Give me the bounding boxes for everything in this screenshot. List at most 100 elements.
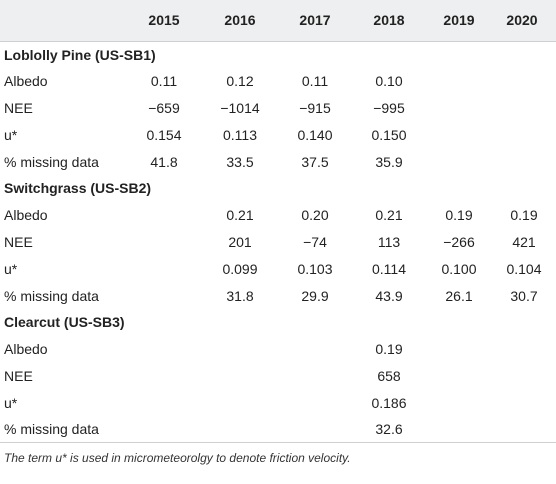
- table-row: Albedo 0.11 0.12 0.11 0.10: [0, 68, 556, 95]
- table-cell: 31.8: [226, 287, 254, 304]
- header-year-cell: 2016: [202, 0, 278, 42]
- section-title: Switchgrass (US-SB2): [4, 180, 152, 197]
- table-cell: 0.099: [222, 260, 258, 277]
- table-cell: [492, 416, 556, 444]
- row-label: Albedo: [4, 207, 48, 224]
- table-cell: [278, 363, 352, 390]
- table-cell: [426, 416, 492, 444]
- table-cell: [426, 68, 492, 95]
- table-cell: 201: [228, 233, 252, 250]
- table-row: NEE 658: [0, 363, 556, 390]
- section-header-row: Loblolly Pine (US-SB1): [0, 41, 556, 68]
- table-cell: [126, 336, 202, 363]
- table-cell: 0.11: [301, 73, 329, 90]
- table-cell: [126, 202, 202, 229]
- table-cell: [126, 255, 202, 282]
- table-row: % missing data 32.6: [0, 416, 556, 444]
- table-cell: −266: [443, 233, 475, 250]
- table-cell: [492, 148, 556, 175]
- table-cell: 0.114: [372, 260, 406, 277]
- table-cell: [426, 121, 492, 148]
- table-cell: 0.19: [510, 207, 538, 224]
- table-cell: [426, 148, 492, 175]
- table-cell: [126, 282, 202, 309]
- table-row: % missing data 41.8 33.5 37.5 35.9: [0, 148, 556, 175]
- section-title: Clearcut (US-SB3): [4, 314, 125, 331]
- header-year-cell: 2018: [352, 0, 426, 42]
- table-body: Loblolly Pine (US-SB1) Albedo 0.11 0.12 0.11…: [0, 41, 556, 444]
- row-label: NEE: [4, 367, 33, 384]
- table-cell: [278, 336, 352, 363]
- table-row: u* 0.154 0.113 0.140 0.150: [0, 121, 556, 148]
- table-cell: 0.113: [223, 126, 257, 143]
- table-cell: −74: [303, 233, 327, 250]
- table-footnote: The term u* is used in micrometeorolgy t…: [4, 451, 351, 465]
- table-cell: 0.140: [297, 126, 333, 143]
- table-cell: 0.20: [301, 207, 329, 224]
- table-cell: 0.21: [375, 207, 403, 224]
- table-cell: [202, 416, 278, 444]
- table-cell: 0.104: [506, 260, 542, 277]
- table-cell: [492, 68, 556, 95]
- table-cell: [202, 363, 278, 390]
- table-cell: [492, 389, 556, 416]
- table-cell: 0.186: [371, 394, 407, 411]
- table-cell: 0.154: [146, 126, 182, 143]
- table-cell: 113: [377, 233, 401, 250]
- table-row: Albedo 0.19: [0, 336, 556, 363]
- table-cell: 0.11: [150, 73, 178, 90]
- table-cell: [426, 389, 492, 416]
- header-row: 2015 2016 2017 2018 2019 2020: [0, 0, 556, 42]
- table-cell: 0.19: [445, 207, 473, 224]
- table-cell: [426, 95, 492, 122]
- row-label: u*: [4, 260, 18, 277]
- table-cell: [126, 229, 202, 256]
- table-cell: −995: [373, 99, 405, 116]
- table-cell: [492, 363, 556, 390]
- row-label: Albedo: [4, 73, 48, 90]
- table-cell: −659: [148, 99, 180, 116]
- row-label: u*: [4, 394, 18, 411]
- table-cell: 33.5: [226, 153, 254, 170]
- section-title: Loblolly Pine (US-SB1): [4, 46, 156, 63]
- table-cell: 43.9: [375, 287, 403, 304]
- data-table: 2015 2016 2017 2018 2019 2020 Loblolly Pine (…: [0, 0, 556, 444]
- table-cell: 658: [377, 367, 401, 384]
- table-row: % missing data 31.8 29.9 43.9 26.1 30.7: [0, 282, 556, 309]
- table-cell: [202, 389, 278, 416]
- table-cell: [126, 363, 202, 390]
- table-cell: 0.150: [371, 126, 407, 143]
- table-cell: −915: [299, 99, 331, 116]
- table-cell: 35.9: [375, 153, 403, 170]
- table-cell: 30.7: [510, 287, 538, 304]
- table-row: u* 0.186: [0, 389, 556, 416]
- table-cell: 41.8: [150, 153, 178, 170]
- table-cell: [492, 95, 556, 122]
- table-cell: [426, 363, 492, 390]
- table-cell: 0.100: [441, 260, 477, 277]
- table-cell: 26.1: [445, 287, 473, 304]
- table-row: NEE 201 −74 113 −266 421: [0, 229, 556, 256]
- table-cell: 421: [512, 233, 536, 250]
- table-cell: 29.9: [301, 287, 329, 304]
- table-cell: [278, 389, 352, 416]
- table-cell: 0.19: [375, 341, 403, 358]
- table-row: Albedo 0.21 0.20 0.21 0.19 0.19: [0, 202, 556, 229]
- table-cell: 0.12: [226, 73, 254, 90]
- header-year-cell: 2019: [426, 0, 492, 42]
- row-label: % missing data: [4, 153, 99, 170]
- row-label: NEE: [4, 99, 33, 116]
- header-year-cell: 2015: [126, 0, 202, 42]
- table-cell: [126, 416, 202, 444]
- section-header-row: Clearcut (US-SB3): [0, 309, 556, 336]
- section-header-row: Switchgrass (US-SB2): [0, 175, 556, 202]
- table-cell: −1014: [220, 99, 260, 116]
- table-cell: [426, 336, 492, 363]
- table-cell: [492, 121, 556, 148]
- header-year-cell: 2020: [492, 0, 556, 42]
- row-label: Albedo: [4, 341, 48, 358]
- header-label-cell: [0, 0, 126, 42]
- table-cell: 0.21: [226, 207, 254, 224]
- table-cell: 37.5: [301, 153, 329, 170]
